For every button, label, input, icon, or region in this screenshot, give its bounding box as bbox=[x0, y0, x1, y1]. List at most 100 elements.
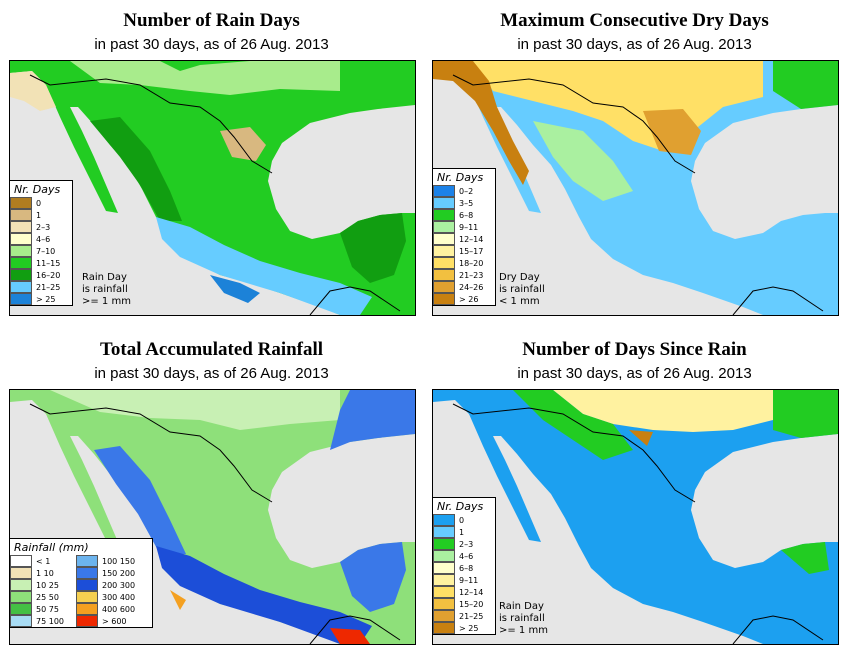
legend-swatch bbox=[433, 221, 455, 233]
note-line: is rainfall bbox=[499, 613, 545, 624]
legend-swatch bbox=[10, 579, 32, 591]
rain-days-map[interactable] bbox=[9, 60, 416, 316]
legend-label: > 25 bbox=[36, 294, 56, 304]
region-dry-tx bbox=[643, 109, 701, 155]
note: Rain Day is rainfall >= 1 mm bbox=[499, 601, 548, 637]
legend-item: 18–20 bbox=[433, 257, 495, 269]
legend-item: < 1 bbox=[10, 555, 76, 567]
land-mass bbox=[433, 390, 838, 644]
country-border bbox=[29, 403, 273, 503]
legend-swatch bbox=[10, 257, 32, 269]
region-yucatan bbox=[340, 542, 406, 612]
rainfall-map[interactable] bbox=[9, 389, 416, 645]
legend-swatch bbox=[433, 622, 455, 634]
days-since-rain-map[interactable] bbox=[432, 389, 839, 645]
legend-label: 0–2 bbox=[459, 186, 474, 196]
legend-swatch bbox=[76, 591, 98, 603]
legend-column: 0 1 2–3 4–6 6–8 9–11 12–14 15–20 21–25 > 25 bbox=[433, 514, 495, 634]
note-line: >= 1 mm bbox=[82, 296, 131, 307]
region-dry-north bbox=[70, 61, 340, 95]
note-line: Dry Day bbox=[499, 272, 540, 283]
legend-swatch bbox=[10, 567, 32, 579]
legend-item: 11–15 bbox=[10, 257, 72, 269]
legend-items: < 1 1 10 10 25 25 50 50 75 75 100 100 150 150 2… bbox=[10, 555, 152, 627]
region-green-ne bbox=[773, 390, 838, 438]
legend-item: 16–20 bbox=[10, 269, 72, 281]
legend-swatch bbox=[433, 197, 455, 209]
country-border bbox=[29, 74, 273, 174]
region-sierra bbox=[90, 117, 182, 221]
legend-title: Rainfall (mm) bbox=[14, 541, 89, 554]
legend-swatch bbox=[433, 293, 455, 305]
legend-label: 1 10 bbox=[36, 568, 54, 578]
legend-swatch bbox=[76, 567, 98, 579]
legend-item: 7–10 bbox=[10, 245, 72, 257]
legend-swatch bbox=[10, 293, 32, 305]
legend-item: 0 bbox=[433, 514, 495, 526]
legend-swatch bbox=[10, 221, 32, 233]
note: Dry Day is rainfall < 1 mm bbox=[499, 272, 545, 308]
region-wet-south bbox=[156, 217, 372, 315]
legend-label: 9–11 bbox=[459, 222, 479, 232]
legend-label: 300 400 bbox=[102, 592, 136, 602]
legend-label: 11–15 bbox=[36, 258, 61, 268]
note-line: is rainfall bbox=[82, 284, 128, 295]
legend-label: 2–3 bbox=[36, 222, 51, 232]
legend-swatch bbox=[433, 598, 455, 610]
panel-subtitle: in past 30 days, as of 26 Aug. 2013 bbox=[94, 365, 329, 382]
legend-label: 2–3 bbox=[459, 539, 474, 549]
legend-item: 2–3 bbox=[433, 538, 495, 550]
legend-swatch bbox=[433, 245, 455, 257]
legend-item: 1 bbox=[10, 209, 72, 221]
legend-item: 25 50 bbox=[10, 591, 76, 603]
legend-label: 1 bbox=[36, 210, 42, 220]
legend-label: 9–11 bbox=[459, 575, 479, 585]
legend-item: > 600 bbox=[76, 615, 148, 627]
legend-label: 12–14 bbox=[459, 234, 484, 244]
region-dry-nw bbox=[10, 71, 56, 111]
panel-rain-days: Number of Rain Days in past 30 days, as … bbox=[0, 0, 423, 329]
legend-item: 9–11 bbox=[433, 221, 495, 233]
legend-item: > 26 bbox=[433, 293, 495, 305]
note-line: Rain Day bbox=[499, 601, 544, 612]
legend-items: 0 1 2–3 4–6 6–8 9–11 12–14 15–20 21–25 > 25 bbox=[433, 514, 495, 634]
legend-item: 50 75 bbox=[10, 603, 76, 615]
legend-swatch bbox=[10, 245, 32, 257]
legend-title: Nr. Days bbox=[437, 171, 484, 184]
legend-item: 1 bbox=[433, 526, 495, 538]
legend-item: 1 10 bbox=[10, 567, 76, 579]
legend-label: 200 300 bbox=[102, 580, 136, 590]
legend-item: 200 300 bbox=[76, 579, 148, 591]
legend-column: 100 150 150 200 200 300 300 400 400 600 > 600 bbox=[76, 555, 148, 627]
panel-subtitle: in past 30 days, as of 26 Aug. 2013 bbox=[94, 36, 329, 53]
legend-label: 12–14 bbox=[459, 587, 484, 597]
legend-item: 0 bbox=[10, 197, 72, 209]
legend-item: 6–8 bbox=[433, 209, 495, 221]
legend-title: Nr. Days bbox=[14, 183, 61, 196]
legend: Nr. Days 0–2 3–5 6–8 9–11 12–14 15–17 18–20 21–… bbox=[432, 168, 496, 306]
legend-label: 3–5 bbox=[459, 198, 474, 208]
legend-item: 150 200 bbox=[76, 567, 148, 579]
country-border bbox=[732, 286, 824, 315]
country-border bbox=[452, 74, 696, 174]
note: Rain Day is rainfall >= 1 mm bbox=[82, 272, 131, 308]
legend: Nr. Days 0 1 2–3 4–6 6–8 9–11 12–14 15–20 21–25 >… bbox=[432, 497, 496, 635]
legend-label: 7–10 bbox=[36, 246, 56, 256]
legend-item: 3–5 bbox=[433, 197, 495, 209]
legend-item: 300 400 bbox=[76, 591, 148, 603]
legend-item: 21–25 bbox=[433, 610, 495, 622]
land-mass bbox=[433, 61, 838, 315]
legend-swatch bbox=[433, 526, 455, 538]
note-line: is rainfall bbox=[499, 284, 545, 295]
legend-label: 0 bbox=[459, 515, 465, 525]
region-extreme bbox=[330, 628, 370, 644]
legend-swatch bbox=[10, 281, 32, 293]
dry-days-map[interactable] bbox=[432, 60, 839, 316]
region-yucatan bbox=[781, 542, 829, 574]
legend-column: 0–2 3–5 6–8 9–11 12–14 15–17 18–20 21–23 24–26 > … bbox=[433, 185, 495, 305]
region-light-north bbox=[50, 390, 340, 430]
legend-swatch bbox=[76, 603, 98, 615]
panel-title: Maximum Consecutive Dry Days bbox=[500, 10, 769, 31]
country-border bbox=[732, 615, 824, 644]
legend-swatch bbox=[10, 233, 32, 245]
